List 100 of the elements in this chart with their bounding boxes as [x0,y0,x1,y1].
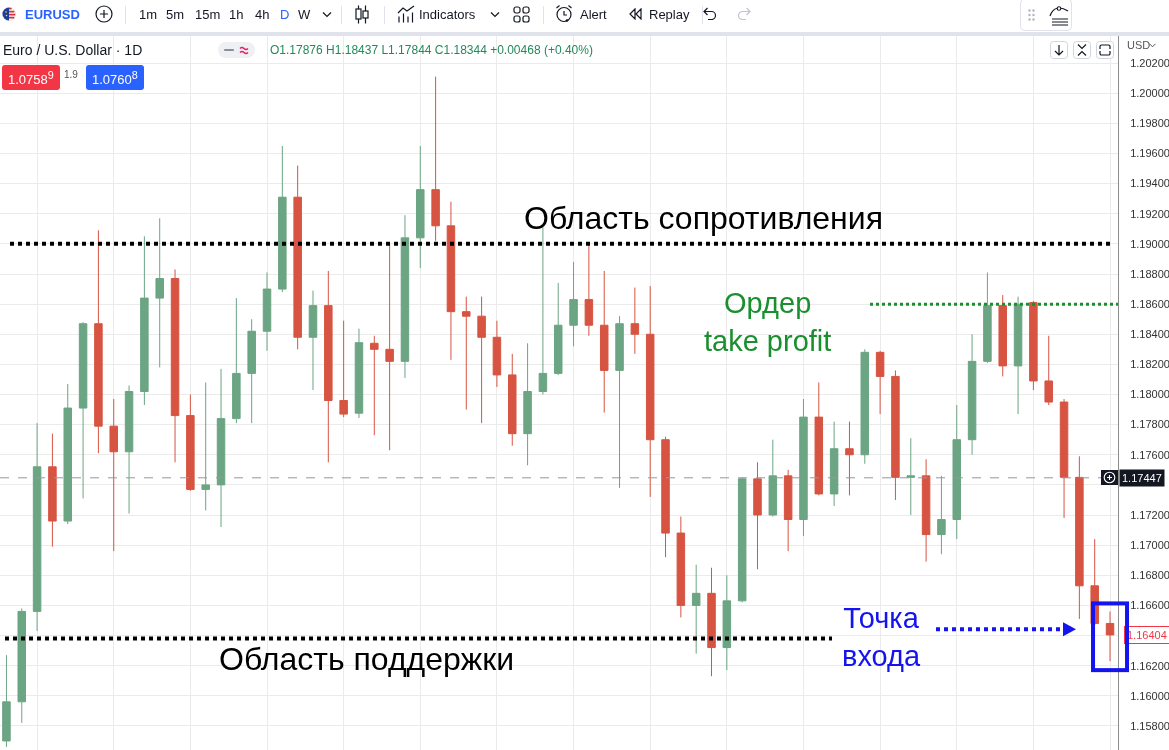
candlestick [63,383,72,525]
y-tick-label: 1.19400 [1130,177,1169,190]
candlestick [983,271,992,364]
text: D [280,7,290,22]
candlestick [829,421,839,507]
candlestick [722,574,732,671]
candlestick [921,458,931,563]
text: 15m [195,7,221,22]
candlestick [278,145,287,293]
candlestick [676,516,686,618]
candlestick [630,287,640,355]
text: 5m [166,7,185,22]
candlestick [584,244,594,337]
y-tick-label: 1.18000 [1130,388,1169,401]
candlestick [691,564,701,655]
y-tick-label: 1.18200 [1130,358,1169,371]
candlestick [2,654,11,748]
text: 1.16404 [1127,629,1167,641]
y-axis-title: USD [1127,39,1151,52]
candlestick [354,328,364,419]
candlestick [508,353,517,447]
y-tick-label: 1.16600 [1130,599,1169,612]
candlestick [569,261,578,347]
candlestick [768,439,778,518]
candlestick [814,381,824,496]
candlestick [155,217,164,368]
candlestick [140,235,149,406]
candlestick [753,461,762,570]
y-tick-label: 1.19200 [1130,207,1169,220]
candlestick [615,315,624,489]
candlestick [232,297,241,424]
candlestick [216,368,226,528]
candlestick [477,296,486,424]
text: 4h [255,7,270,22]
candlestick [707,567,716,677]
y-tick-label: 1.17600 [1130,448,1169,461]
y-tick-label: 1.18800 [1130,267,1169,280]
y-tick-label: 1.15800 [1130,719,1169,732]
text: Replay [649,7,690,22]
candlestick [998,294,1007,377]
candlestick [370,335,379,436]
y-tick-label: 1.20200 [1130,56,1169,69]
y-tick-label: 1.16200 [1130,659,1169,672]
candlestick [385,243,394,451]
text: EURUSD [25,7,80,22]
candlestick [845,421,854,496]
candlestick [32,422,42,632]
text: W [298,7,311,22]
candlestick [737,476,747,603]
candlestick [308,290,318,391]
candlestick [17,607,27,724]
y-tick-label: 1.17000 [1130,538,1169,551]
candlestick [1044,335,1053,406]
ref-line-label: Область поддержки [219,641,515,677]
y-tick-label: 1.16800 [1130,569,1169,582]
candlestick [906,437,916,516]
candlestick [523,342,532,466]
candlestick [661,436,670,558]
text: Alert [580,7,607,22]
candlestick [416,145,425,269]
candlestick [952,404,962,540]
y-tick-label: 1.17800 [1130,418,1169,431]
ref-line-label: 1.17447 [1122,472,1162,484]
annotation: Точка входа [842,602,921,672]
candlestick [860,348,870,465]
candlestick [599,270,609,414]
candlestick [1075,455,1084,620]
y-tick-label: 1.17200 [1130,508,1169,521]
candlestick [94,229,103,454]
candlestick [446,201,456,361]
candlestick [783,469,793,552]
ref-line-label: Область сопротивления [524,200,883,236]
candlestick [170,268,180,463]
y-tick-label: 1.18600 [1130,297,1169,310]
candlestick [262,271,272,352]
candlestick [339,320,348,418]
y-tick-label: 1.16000 [1130,689,1169,702]
candlestick [201,381,210,511]
y-tick-label: 1.19600 [1130,147,1169,160]
candlestick [645,285,655,498]
text: 1m [139,7,158,22]
y-tick-label: 1.18400 [1130,328,1169,341]
candlestick [891,369,900,501]
candlestick [462,296,471,411]
candlestick [1105,610,1115,662]
annotation: 1.9 [64,69,78,81]
ref-line-label: Ордер take profit [704,287,832,357]
candlestick [937,475,946,555]
candlestick [1059,398,1069,519]
candlestick [247,318,256,424]
candlestick [553,282,563,376]
y-tick-label: 1.19800 [1130,117,1169,130]
candlestick [492,320,502,388]
chart-title: Euro / U.S. Dollar · 1D [3,41,143,58]
candlestick [967,333,977,456]
annotation: 1.0760$^{8}$ [86,65,144,91]
candlestick [1029,300,1038,391]
candlestick [293,165,302,350]
candlestick [124,384,134,515]
candlestick [109,398,118,552]
